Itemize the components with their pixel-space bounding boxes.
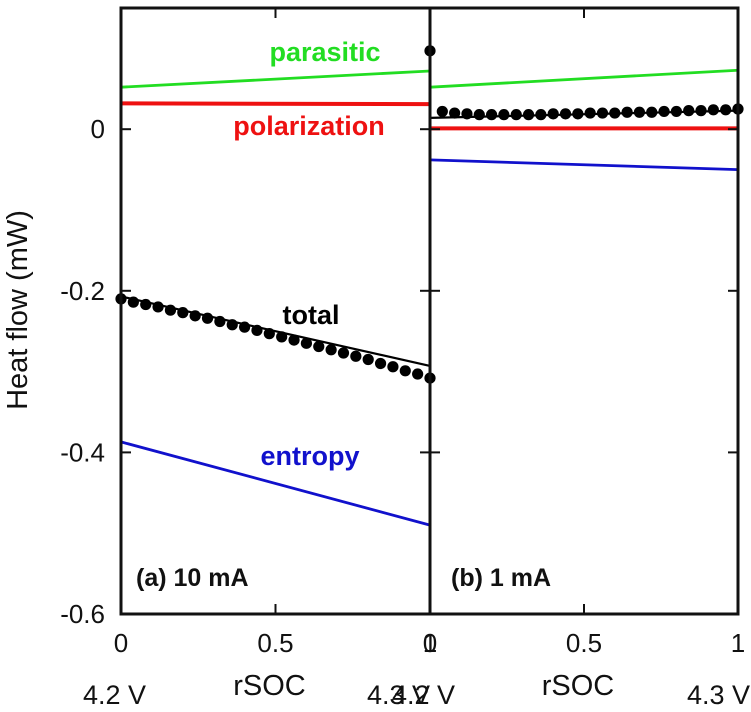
total-point xyxy=(177,307,189,319)
total-point xyxy=(140,298,152,311)
y-tick-label: 0 xyxy=(91,114,105,144)
total-point xyxy=(374,357,387,370)
total-point xyxy=(449,107,461,119)
total-point xyxy=(313,340,325,353)
total-point xyxy=(239,321,251,333)
x-axis-title: rSOC xyxy=(233,670,306,702)
total-point xyxy=(276,331,288,343)
total-point xyxy=(510,109,522,121)
series-label-parasitic: parasitic xyxy=(269,37,380,67)
total-point xyxy=(350,350,362,362)
series-label-entropy: entropy xyxy=(260,441,359,471)
total-point xyxy=(127,296,139,308)
total-point xyxy=(288,334,300,346)
total-point xyxy=(621,106,633,118)
series-label-polarization: polarization xyxy=(233,111,385,141)
total-point xyxy=(596,107,609,119)
entropy-line xyxy=(120,440,431,527)
voltage-start-label: 4.2 V xyxy=(83,680,146,710)
x-tick-label: 1 xyxy=(731,628,745,658)
total-point xyxy=(695,105,707,117)
total-point xyxy=(226,319,238,331)
x-tick-label: 1 xyxy=(423,628,437,658)
y-tick-label: -0.4 xyxy=(60,437,105,467)
total-point xyxy=(572,108,584,120)
x-tick-label: 0 xyxy=(114,628,128,658)
total-point xyxy=(251,324,263,336)
total-point xyxy=(300,337,312,349)
y-axis-title: Heat flow (mW) xyxy=(2,210,34,410)
y-tick-label: -0.6 xyxy=(60,599,105,629)
panel-frame xyxy=(428,6,740,616)
total-point xyxy=(263,328,275,340)
total-point xyxy=(658,105,670,118)
total-point xyxy=(646,106,658,118)
voltage-start-label: 4.2 V xyxy=(392,680,455,710)
total-point xyxy=(152,301,164,313)
series-label-total: total xyxy=(283,300,340,330)
total-point xyxy=(559,108,572,120)
voltage-end-label: 4.3 V xyxy=(687,680,750,710)
total-point xyxy=(362,353,374,366)
total-point xyxy=(609,107,621,119)
total-point xyxy=(486,109,498,121)
total-point xyxy=(214,315,226,328)
total-point xyxy=(387,361,399,373)
panel-label: (a) 10 mA xyxy=(136,564,249,592)
total-point xyxy=(707,104,719,116)
total-point xyxy=(535,109,547,121)
x-tick-label: 0 xyxy=(423,628,437,658)
total-point xyxy=(189,310,201,322)
total-point xyxy=(683,105,695,117)
panel-data xyxy=(429,68,739,171)
total-point xyxy=(720,104,732,116)
polarization-line xyxy=(120,101,431,107)
total-point xyxy=(436,105,448,118)
total-point xyxy=(399,365,411,377)
total-point xyxy=(412,368,424,380)
total-point xyxy=(522,109,535,121)
panel-a xyxy=(115,6,436,616)
total-point xyxy=(164,304,177,316)
parasitic-line xyxy=(429,68,739,89)
voltage-end-label: 4.3 V xyxy=(367,680,430,710)
total-point xyxy=(498,109,510,121)
x-tick-label: 0.5 xyxy=(566,628,602,658)
panel-label: (b) 1 mA xyxy=(451,564,551,592)
total-point xyxy=(584,107,596,119)
entropy-line xyxy=(429,158,739,171)
total-point xyxy=(547,108,559,120)
x-tick-label: 0.5 xyxy=(257,628,293,658)
total-point xyxy=(337,347,350,359)
x-axis-title: rSOC xyxy=(542,670,615,702)
total-point xyxy=(325,344,337,356)
total-point xyxy=(473,109,485,121)
total-point xyxy=(670,105,683,118)
total-point xyxy=(461,108,473,120)
y-tick-label: -0.2 xyxy=(60,276,105,306)
total-point xyxy=(633,106,646,118)
parasitic-line xyxy=(120,69,431,89)
total-point xyxy=(201,312,214,324)
panel-b xyxy=(424,6,744,616)
